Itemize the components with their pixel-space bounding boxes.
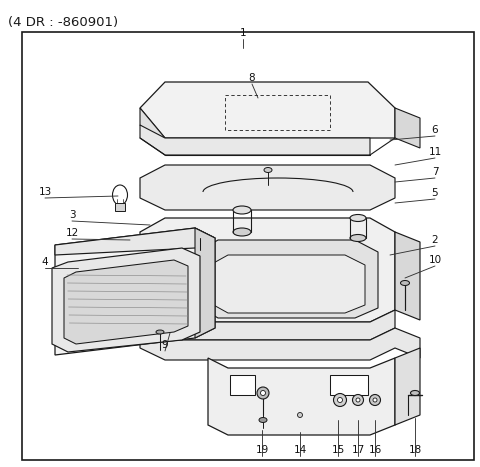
- Polygon shape: [55, 228, 215, 255]
- Ellipse shape: [370, 395, 381, 405]
- Polygon shape: [395, 232, 420, 320]
- Ellipse shape: [112, 185, 128, 205]
- Polygon shape: [64, 260, 188, 344]
- Polygon shape: [140, 108, 165, 155]
- Text: 18: 18: [408, 445, 421, 455]
- Ellipse shape: [350, 234, 366, 241]
- Text: 4: 4: [42, 257, 48, 267]
- Polygon shape: [140, 125, 370, 155]
- Polygon shape: [195, 228, 215, 338]
- Ellipse shape: [233, 228, 251, 236]
- Polygon shape: [395, 108, 420, 148]
- Text: 8: 8: [249, 73, 255, 83]
- Text: 6: 6: [432, 125, 438, 135]
- Polygon shape: [140, 328, 420, 360]
- Ellipse shape: [373, 398, 377, 402]
- Text: 10: 10: [429, 255, 442, 265]
- Text: 3: 3: [69, 210, 75, 220]
- Polygon shape: [208, 358, 395, 435]
- Ellipse shape: [410, 390, 420, 396]
- Polygon shape: [198, 240, 378, 318]
- Polygon shape: [52, 248, 200, 352]
- Ellipse shape: [259, 417, 267, 423]
- Ellipse shape: [350, 214, 366, 221]
- Text: 12: 12: [65, 228, 79, 238]
- Text: (4 DR : -860901): (4 DR : -860901): [8, 16, 118, 29]
- Polygon shape: [330, 375, 368, 395]
- Text: 14: 14: [293, 445, 307, 455]
- Text: 11: 11: [428, 147, 442, 157]
- Text: 5: 5: [432, 188, 438, 198]
- Polygon shape: [140, 308, 395, 340]
- Ellipse shape: [337, 397, 343, 403]
- Text: 16: 16: [368, 445, 382, 455]
- Ellipse shape: [334, 394, 347, 406]
- Ellipse shape: [261, 390, 265, 396]
- Bar: [115, 203, 125, 211]
- Ellipse shape: [356, 398, 360, 402]
- Ellipse shape: [264, 168, 272, 172]
- Text: 19: 19: [255, 445, 269, 455]
- Text: 13: 13: [38, 187, 52, 197]
- Ellipse shape: [352, 395, 363, 405]
- Ellipse shape: [298, 412, 302, 417]
- Text: 9: 9: [162, 340, 168, 350]
- Ellipse shape: [257, 387, 269, 399]
- Ellipse shape: [156, 330, 164, 334]
- Polygon shape: [230, 375, 255, 395]
- Polygon shape: [140, 218, 395, 322]
- Ellipse shape: [233, 206, 251, 214]
- Text: 2: 2: [432, 235, 438, 245]
- Ellipse shape: [400, 281, 409, 285]
- Text: 17: 17: [351, 445, 365, 455]
- Text: 15: 15: [331, 445, 345, 455]
- Polygon shape: [395, 348, 420, 425]
- Text: 1: 1: [240, 28, 246, 38]
- Polygon shape: [210, 255, 365, 313]
- Polygon shape: [140, 165, 395, 210]
- Polygon shape: [55, 228, 215, 355]
- Polygon shape: [140, 82, 395, 138]
- Text: 7: 7: [432, 167, 438, 177]
